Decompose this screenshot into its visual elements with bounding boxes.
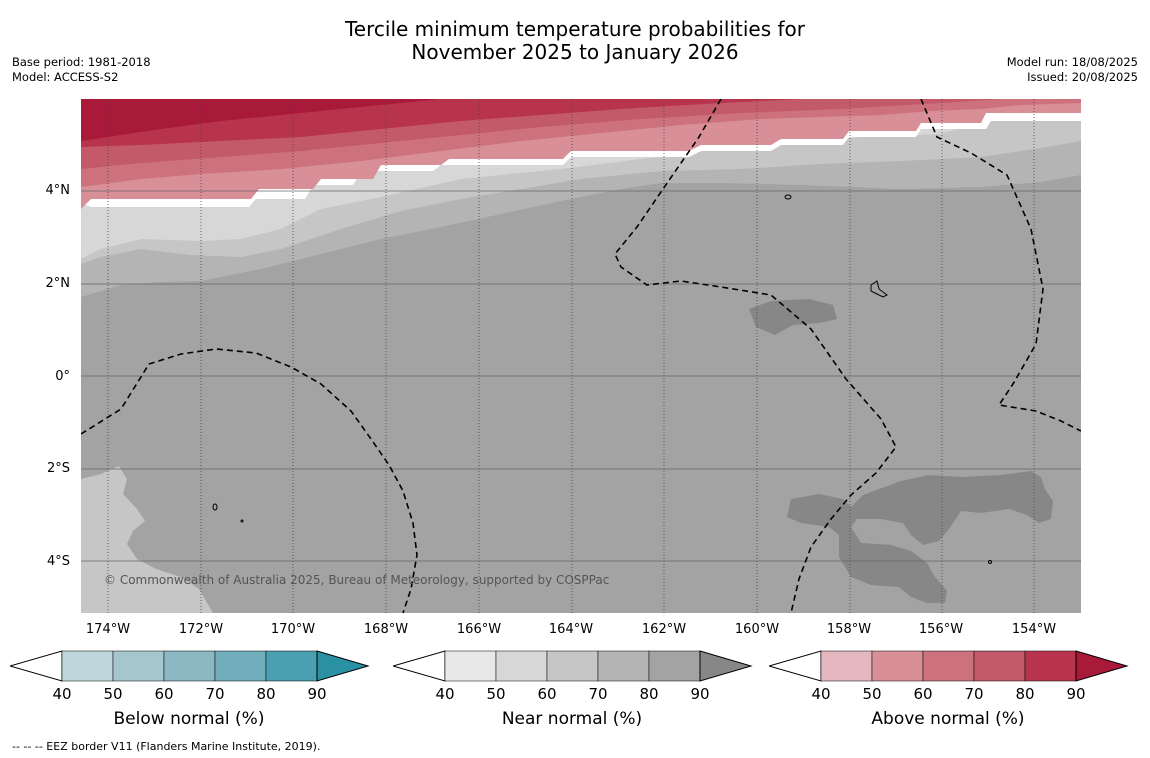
x-tick-label: 162°W bbox=[641, 622, 687, 637]
x-tick-label: 164°W bbox=[548, 622, 594, 637]
title-line-2: November 2025 to January 2026 bbox=[411, 40, 739, 64]
y-tick-label: 4°N bbox=[45, 183, 71, 198]
above-normal-colorbar bbox=[769, 650, 1129, 682]
near-normal-90-patch-north bbox=[749, 299, 837, 335]
x-tick-label: 166°W bbox=[456, 622, 502, 637]
island-jarvis bbox=[240, 519, 244, 523]
near-normal-label: Near normal (%) bbox=[501, 709, 643, 729]
x-tick-label: 156°W bbox=[918, 622, 964, 637]
colorbar-tick-label: 60 bbox=[154, 685, 174, 703]
eez-borders bbox=[81, 99, 1081, 613]
title-line-1: Tercile minimum temperature probabilitie… bbox=[344, 17, 806, 41]
model-run: Model run: 18/08/2025 bbox=[1006, 55, 1138, 69]
islands bbox=[212, 194, 992, 564]
x-tick-label: 172°W bbox=[178, 622, 224, 637]
colorbar-tick-label: 80 bbox=[639, 685, 659, 703]
above-normal-90-band bbox=[81, 99, 441, 141]
near-normal-60-sw-region bbox=[81, 466, 213, 613]
colorbar-tick-label: 40 bbox=[52, 685, 72, 703]
colorbar-tick-label: 80 bbox=[1015, 685, 1035, 703]
eez-border-east bbox=[920, 99, 1081, 432]
y-tick-label: 4°S bbox=[46, 554, 70, 569]
y-tick-label: 0° bbox=[55, 369, 70, 384]
base-period: Base period: 1981-2018 bbox=[12, 55, 151, 69]
meta-right: Model run: 18/08/2025 Issued: 20/08/2025 bbox=[1007, 55, 1138, 85]
above-normal-label: Above normal (%) bbox=[871, 709, 1025, 729]
below-normal-label: Below normal (%) bbox=[113, 709, 265, 729]
graticule-horizontal bbox=[81, 190, 1081, 562]
y-tick-label: 2°S bbox=[46, 461, 70, 476]
island-starbuck bbox=[988, 560, 992, 564]
x-tick-label: 160°W bbox=[734, 622, 780, 637]
x-tick-label: 154°W bbox=[1011, 622, 1057, 637]
colorbar-tick-label: 90 bbox=[307, 685, 327, 703]
island-baker bbox=[212, 503, 218, 511]
colorbar-tick-label: 60 bbox=[537, 685, 557, 703]
near-normal-90-patch-south bbox=[787, 471, 1053, 603]
meta-left: Base period: 1981-2018 Model: ACCESS-S2 bbox=[12, 55, 151, 85]
colorbar-tick-label: 70 bbox=[588, 685, 608, 703]
x-tick-label: 158°W bbox=[826, 622, 872, 637]
x-tick-label: 174°W bbox=[85, 622, 131, 637]
model-name: Model: ACCESS-S2 bbox=[12, 70, 119, 84]
x-tick-label: 170°W bbox=[270, 622, 316, 637]
colorbar-tick-label: 90 bbox=[690, 685, 710, 703]
colorbar-tick-label: 80 bbox=[256, 685, 276, 703]
colorbar-tick-label: 40 bbox=[811, 685, 831, 703]
y-tick-label: 2°N bbox=[45, 276, 71, 291]
eez-border-west bbox=[81, 348, 418, 613]
island-palmyra bbox=[784, 194, 792, 200]
colorbar-tick-label: 40 bbox=[435, 685, 455, 703]
near-normal-colorbar bbox=[393, 650, 753, 682]
chart-title: Tercile minimum temperature probabilitie… bbox=[0, 18, 1150, 64]
colorbar-tick-label: 60 bbox=[913, 685, 933, 703]
colorbar-tick-label: 50 bbox=[862, 685, 882, 703]
colorbar-tick-label: 50 bbox=[486, 685, 506, 703]
colorbar-tick-label: 90 bbox=[1066, 685, 1086, 703]
issued-date: Issued: 20/08/2025 bbox=[1027, 70, 1138, 84]
probability-map bbox=[81, 99, 1081, 613]
colorbar-tick-label: 50 bbox=[103, 685, 123, 703]
colorbar-tick-label: 70 bbox=[964, 685, 984, 703]
colorbar-tick-label: 70 bbox=[205, 685, 225, 703]
x-tick-label: 168°W bbox=[363, 622, 409, 637]
island-kiritimati bbox=[870, 280, 888, 298]
eez-border-central bbox=[614, 99, 897, 613]
below-normal-colorbar bbox=[10, 650, 370, 682]
copyright-notice: © Commonwealth of Australia 2025, Bureau… bbox=[104, 573, 610, 587]
eez-footnote: -- -- -- EEZ border V11 (Flanders Marine… bbox=[12, 740, 321, 753]
